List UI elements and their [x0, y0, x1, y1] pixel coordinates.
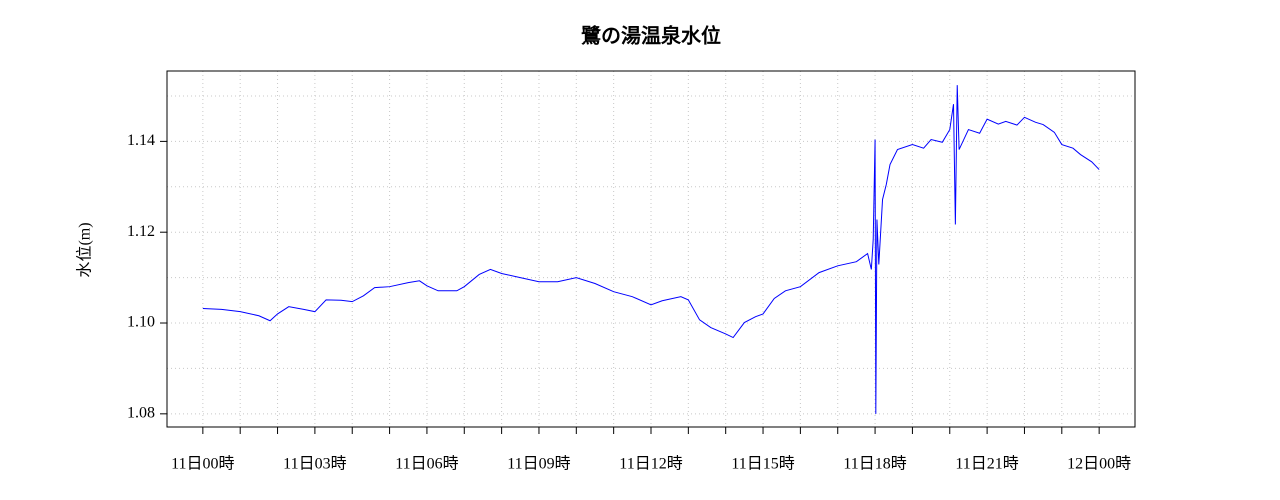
- x-tick-label: 11日03時: [283, 455, 346, 473]
- x-tick-label: 11日21時: [955, 455, 1018, 473]
- x-tick-label: 11日00時: [171, 455, 234, 473]
- x-tick-label: 11日09時: [507, 455, 570, 473]
- y-tick-label: 1.14: [127, 132, 155, 149]
- chart-title: 鷺の湯温泉水位: [581, 24, 721, 48]
- plot-frame: [166, 70, 1136, 428]
- y-tick-label: 1.10: [127, 314, 155, 331]
- x-tick-label: 11日18時: [843, 455, 906, 473]
- y-tick-label: 1.12: [127, 223, 155, 240]
- x-tick-label: 11日15時: [731, 455, 794, 473]
- y-tick-label: 1.08: [127, 405, 155, 422]
- y-axis-label: 水位(m): [76, 222, 94, 277]
- x-tick-label: 11日06時: [395, 455, 458, 473]
- x-tick-label: 11日12時: [619, 455, 682, 473]
- x-tick-label: 12日00時: [1067, 455, 1131, 473]
- data-line: [202, 85, 1100, 414]
